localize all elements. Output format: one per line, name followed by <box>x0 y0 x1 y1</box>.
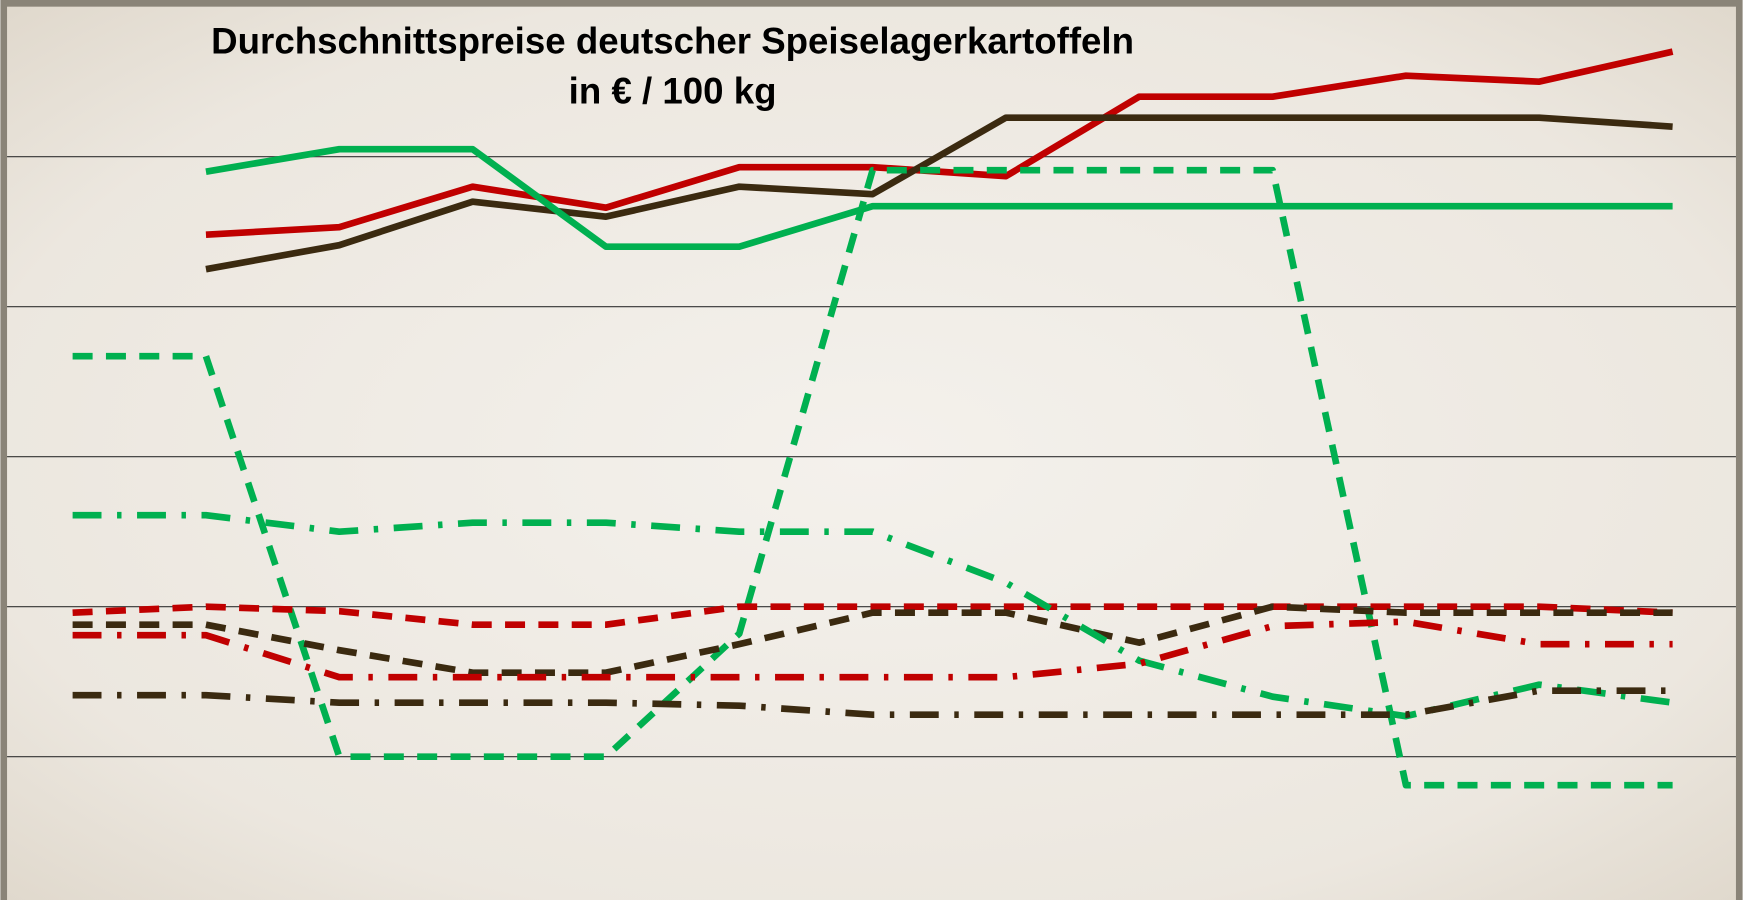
series-line <box>72 603 1673 676</box>
series-line <box>72 166 1673 789</box>
series-line <box>72 687 1673 719</box>
chart-subtitle: in € / 100 kg <box>569 70 777 111</box>
series-line <box>72 618 1673 681</box>
plot-background <box>7 6 1736 900</box>
series-line <box>205 114 1673 273</box>
series-line <box>205 145 1673 251</box>
chart-title: Durchschnittspreise deutscher Speiselage… <box>211 20 1134 61</box>
series-line <box>72 603 1673 629</box>
